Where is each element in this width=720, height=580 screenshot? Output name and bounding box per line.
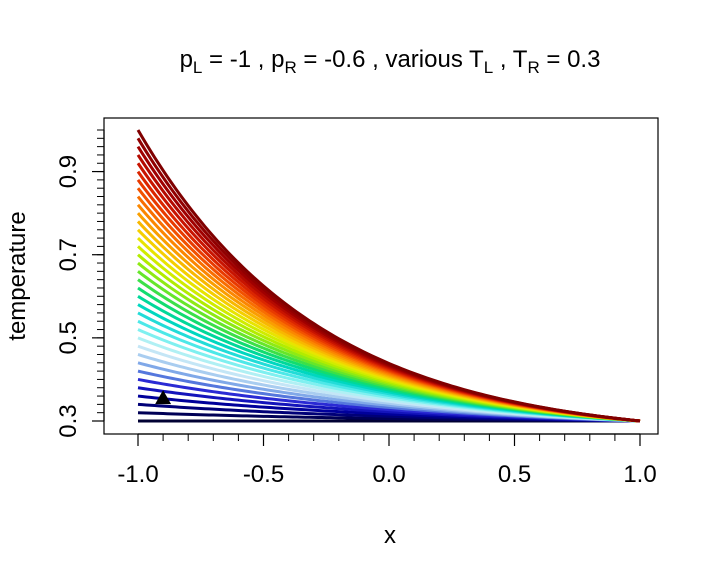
y-axis: 0.3 0.5 0.7 0.9	[55, 129, 105, 438]
marker-layer	[155, 390, 172, 405]
title-symbol-1: p	[271, 46, 284, 73]
title-text-1: = -0.6 , various	[297, 46, 469, 73]
title-subscript-1: R	[284, 58, 296, 77]
x-axis: -1.0 -0.5 0.0 0.5 1.0	[117, 433, 657, 488]
y-tick-label: 0.9	[55, 155, 82, 188]
title-subscript-0: L	[193, 58, 202, 77]
y-tick-label: 0.5	[55, 321, 82, 354]
y-tick-label: 0.3	[55, 404, 82, 437]
series-layer	[136, 129, 641, 423]
x-tick-label: 0.5	[498, 461, 531, 488]
x-axis-label: x	[384, 522, 396, 549]
title-text-0: = -1 ,	[202, 46, 271, 73]
chart-title: pL = -1 , pR = -0.6 , various TL , TR = …	[180, 46, 601, 77]
title-symbol-2: T	[469, 46, 484, 73]
x-tick-label: 0.0	[372, 461, 405, 488]
title-subscript-3: R	[527, 58, 539, 77]
x-tick-label: 1.0	[623, 461, 656, 488]
title-symbol-3: T	[513, 46, 528, 73]
y-axis-label: temperature	[4, 211, 31, 340]
title-text-2: ,	[493, 46, 513, 73]
series-line-35	[136, 129, 641, 423]
x-tick-label: -0.5	[243, 461, 284, 488]
triangle-marker	[155, 390, 172, 405]
title-text-3: = 0.3	[540, 46, 601, 73]
title-subscript-2: L	[484, 58, 493, 77]
title-symbol-0: p	[180, 46, 193, 73]
x-tick-label: -1.0	[117, 461, 158, 488]
y-tick-label: 0.7	[55, 238, 82, 271]
